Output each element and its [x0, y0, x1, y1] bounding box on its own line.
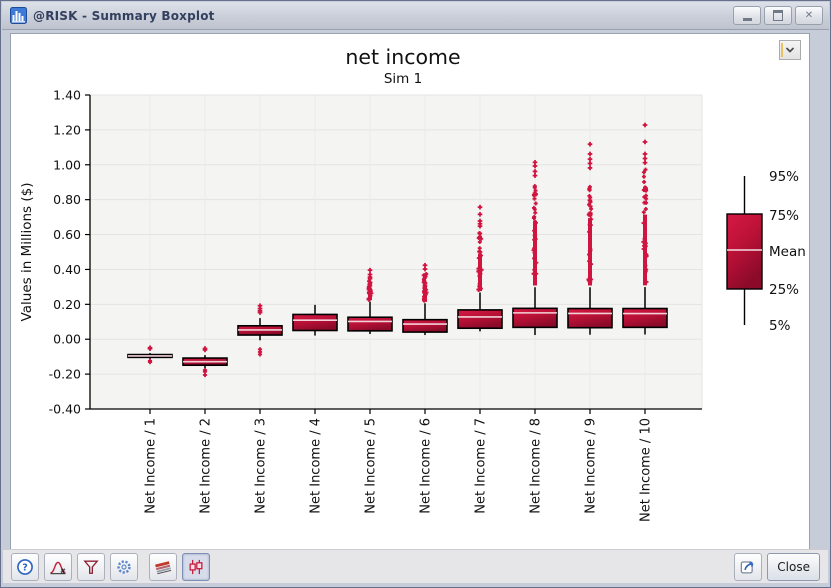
y-tick-label: 0.40 [53, 262, 81, 277]
graph-options-button[interactable] [110, 552, 138, 581]
y-tick-label: 0.80 [53, 192, 81, 207]
chart-title: net income [345, 45, 460, 69]
overlay-button[interactable] [149, 552, 177, 581]
distribution-icon: # [50, 561, 66, 575]
box-1 [127, 345, 173, 365]
y-tick-label: -0.20 [49, 367, 81, 382]
close-icon: ✕ [804, 9, 814, 21]
legend-label: 75% [769, 208, 799, 224]
legend-label: 5% [769, 318, 791, 334]
y-tick-label: -0.40 [49, 402, 81, 417]
edit-export-button[interactable] [734, 552, 763, 581]
boxplot-chart: 1.40 1.20 1.00 0.80 0.60 0.40 0.20 0.00 -0.20 -0.… [19, 45, 806, 522]
y-axis-title: Values in Millions ($) [19, 183, 35, 322]
boxplot-button[interactable] [182, 552, 210, 581]
help-icon: ? [17, 558, 33, 575]
define-distribution-button[interactable]: # [44, 552, 72, 581]
chart-menu-dropdown[interactable] [779, 40, 801, 60]
chart-panel: 1.40 1.20 1.00 0.80 0.60 0.40 0.20 0.00 -0.20 -0.… [10, 33, 810, 550]
y-tick-label: 0.20 [53, 297, 81, 312]
minimize-icon [742, 17, 752, 21]
y-tick-label: 0.60 [53, 227, 81, 242]
box-2 [182, 346, 228, 378]
x-category-label: Net Income / 10 [639, 418, 654, 522]
box-5 [347, 267, 393, 334]
box-10 [622, 122, 668, 335]
bottom-toolbar: ? # [3, 549, 828, 583]
box-4 [292, 304, 338, 336]
legend-label: 25% [769, 282, 799, 298]
legend: 95% 75% Mean 25% 5% [726, 169, 806, 334]
svg-text:#: # [60, 567, 66, 575]
x-category-label: Net Income / 6 [419, 418, 434, 514]
filter-icon [83, 560, 99, 574]
app-boxchart-icon [10, 7, 27, 24]
x-category-label: Net Income / 8 [529, 418, 544, 514]
y-tick-label: 1.00 [53, 157, 81, 172]
chevron-down-icon [785, 47, 795, 53]
x-category-label: Net Income / 4 [309, 418, 324, 514]
gear-icon [117, 559, 131, 574]
filter-button[interactable] [77, 552, 105, 581]
x-category-label: Net Income / 1 [144, 418, 159, 514]
help-button[interactable]: ? [11, 552, 39, 581]
y-tick-label: 0.00 [53, 332, 81, 347]
box-7 [457, 204, 503, 332]
chart-subtitle: Sim 1 [384, 71, 422, 87]
minimize-button[interactable] [733, 6, 761, 25]
export-icon [741, 560, 754, 573]
maximize-button[interactable] [764, 6, 792, 25]
svg-text:?: ? [22, 562, 28, 573]
titlebar[interactable]: @RISK - Summary Boxplot ✕ [2, 2, 829, 30]
x-category-label: Net Income / 2 [199, 418, 214, 514]
boxplot-icon [189, 559, 203, 574]
close-button[interactable]: Close [767, 552, 820, 581]
close-button-label: Close [777, 559, 810, 574]
dropdown-accent [781, 43, 783, 57]
x-category-label: Net Income / 9 [584, 418, 599, 514]
y-tick-label: 1.20 [53, 122, 81, 137]
box-8 [512, 160, 558, 336]
y-tick-label: 1.40 [53, 88, 81, 103]
overlay-curves-icon [155, 560, 172, 574]
box-9 [567, 141, 613, 335]
plot-area [89, 94, 703, 410]
x-category-label: Net Income / 3 [254, 418, 269, 514]
legend-label: 95% [769, 169, 799, 185]
box-3 [237, 303, 283, 357]
x-category-label: Net Income / 5 [364, 418, 379, 514]
x-category-label: Net Income / 7 [474, 418, 489, 514]
window-title: @RISK - Summary Boxplot [33, 8, 215, 23]
box-6 [402, 262, 448, 336]
legend-label: Mean [769, 244, 806, 260]
maximize-icon [773, 10, 783, 21]
close-window-button[interactable]: ✕ [795, 6, 823, 25]
